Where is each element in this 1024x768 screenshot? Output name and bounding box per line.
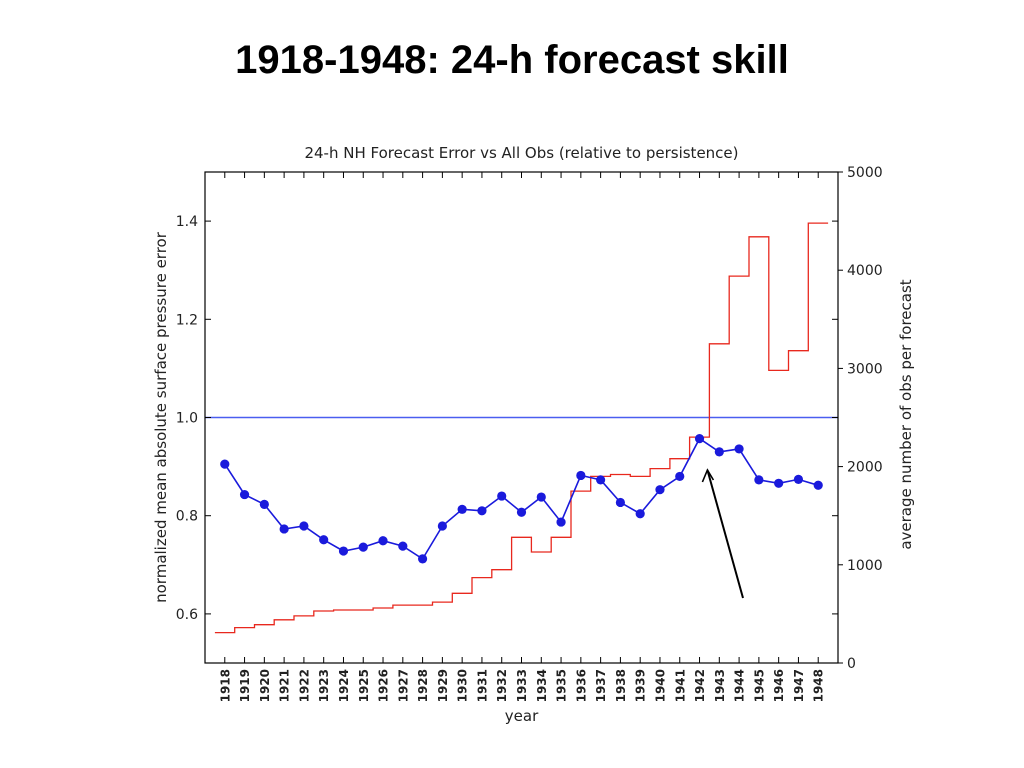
x-tick-label: 1946 [772, 669, 786, 702]
x-tick-label: 1921 [278, 669, 292, 702]
x-tick-label: 1922 [297, 669, 311, 702]
y2-axis-label: average number of obs per forecast [897, 279, 915, 549]
x-tick-label: 1943 [713, 669, 727, 702]
x-tick-label: 1944 [733, 669, 747, 702]
x-tick-label: 1935 [555, 669, 569, 702]
forecast-error-point-1936 [576, 470, 586, 481]
forecast-error-point-1944 [734, 444, 744, 454]
x-tick-label: 1930 [456, 669, 470, 702]
x-tick-label: 1940 [653, 669, 667, 702]
x-tick-label: 1926 [377, 669, 391, 702]
x-tick-label: 1933 [515, 669, 529, 702]
annotation-arrowhead [701, 468, 715, 483]
x-tick-label: 1927 [396, 669, 410, 702]
forecast-error-point-1934 [536, 492, 546, 502]
y-axis-label: normalized mean absolute surface pressur… [152, 231, 170, 603]
x-tick-label: 1937 [594, 669, 608, 702]
x-tick-label: 1938 [614, 669, 628, 702]
forecast-error-point-1945 [754, 475, 764, 485]
obs-count-step-line [214, 222, 829, 634]
y2-tick-label: 0 [847, 656, 856, 672]
forecast-error-point-1930 [457, 504, 467, 514]
x-tick-label: 1925 [357, 669, 371, 702]
forecast-error-point-1928 [417, 554, 428, 564]
x-tick-label: 1936 [574, 669, 588, 702]
forecast-error-point-1939 [635, 509, 645, 519]
y-tick-label: 1.2 [176, 312, 198, 328]
y-tick-label: 1.4 [176, 214, 198, 230]
y2-tick-label: 5000 [847, 165, 883, 181]
x-tick-label: 1923 [317, 669, 331, 702]
y-tick-label: 0.8 [176, 509, 198, 525]
forecast-error-point-1943 [714, 447, 724, 457]
forecast-error-point-1935 [556, 517, 566, 527]
forecast-error-point-1938 [615, 497, 626, 508]
x-tick-label: 1932 [495, 669, 509, 702]
y-tick-label: 1.0 [176, 411, 198, 427]
x-tick-label: 1919 [238, 669, 252, 702]
y2-tick-label: 4000 [847, 263, 883, 279]
x-tick-label: 1918 [218, 669, 232, 702]
forecast-error-point-1918 [220, 459, 230, 469]
forecast-error-point-1919 [239, 489, 250, 500]
forecast-error-point-1920 [259, 499, 269, 510]
x-tick-label: 1948 [812, 669, 826, 702]
forecast-error-point-1933 [516, 507, 527, 517]
forecast-error-point-1932 [497, 491, 507, 501]
forecast-error-point-1924 [338, 546, 349, 556]
forecast-error-point-1921 [279, 524, 289, 534]
forecast-error-point-1947 [793, 474, 804, 484]
forecast-error-point-1940 [655, 485, 665, 495]
forecast-error-point-1923 [319, 535, 329, 545]
y2-tick-label: 1000 [847, 558, 883, 574]
y-tick-label: 0.6 [176, 607, 198, 623]
forecast-error-point-1946 [774, 478, 784, 488]
x-tick-label: 1931 [475, 669, 489, 702]
x-tick-label: 1941 [673, 669, 687, 702]
forecast-error-point-1941 [675, 471, 685, 482]
forecast-error-point-1948 [813, 480, 823, 490]
x-tick-label: 1945 [752, 669, 766, 702]
x-axis-label: year [505, 707, 539, 725]
x-tick-label: 1942 [693, 669, 707, 702]
x-tick-label: 1924 [337, 669, 351, 702]
forecast-error-point-1929 [437, 521, 447, 531]
forecast-error-point-1942 [694, 434, 705, 444]
x-tick-label: 1928 [416, 669, 430, 702]
forecast-error-point-1931 [477, 506, 487, 516]
forecast-error-point-1925 [358, 542, 368, 552]
annotation-arrow-shaft [706, 469, 744, 599]
chart-title: 24-h NH Forecast Error vs All Obs (relat… [304, 144, 738, 162]
forecast-error-point-1926 [378, 536, 388, 546]
forecast-error-point-1922 [299, 521, 309, 531]
x-tick-label: 1929 [436, 669, 450, 702]
x-tick-label: 1934 [535, 669, 549, 702]
forecast-error-point-1937 [596, 475, 606, 485]
slide-title: 1918-1948: 24-h forecast skill [235, 38, 789, 82]
x-tick-label: 1920 [258, 669, 272, 702]
x-tick-label: 1939 [634, 669, 648, 702]
x-tick-label: 1947 [792, 669, 806, 702]
y2-tick-label: 2000 [847, 460, 883, 476]
y2-tick-label: 3000 [847, 361, 883, 377]
forecast-error-point-1927 [398, 541, 408, 551]
